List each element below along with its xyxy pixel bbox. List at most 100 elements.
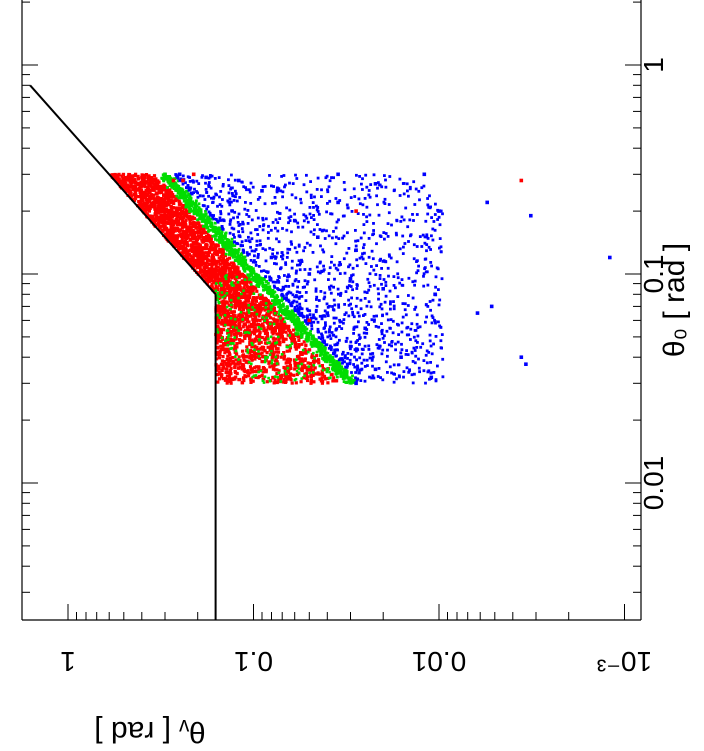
point-blue bbox=[411, 280, 415, 284]
point-green bbox=[236, 252, 240, 255]
point-blue bbox=[288, 208, 292, 212]
point-blue bbox=[377, 297, 380, 301]
point-blue bbox=[278, 212, 282, 215]
point-blue bbox=[341, 361, 344, 365]
point-blue bbox=[256, 255, 260, 258]
point-red bbox=[126, 174, 130, 178]
point-blue bbox=[312, 218, 316, 221]
point-blue bbox=[341, 352, 344, 356]
point-red bbox=[295, 372, 299, 377]
point-blue bbox=[300, 295, 304, 298]
point-red bbox=[191, 240, 195, 244]
point-blue bbox=[254, 264, 258, 267]
point-red bbox=[237, 366, 241, 370]
point-blue bbox=[359, 298, 363, 302]
point-red bbox=[142, 201, 147, 205]
point-green bbox=[189, 199, 192, 203]
point-red bbox=[186, 258, 190, 262]
point-blue bbox=[271, 202, 274, 205]
point-red bbox=[178, 242, 182, 246]
point-green bbox=[338, 369, 342, 373]
point-green bbox=[285, 372, 288, 376]
point-green bbox=[345, 372, 349, 375]
point-red bbox=[242, 294, 246, 298]
point-blue bbox=[403, 242, 407, 245]
point-red bbox=[273, 343, 277, 347]
point-blue bbox=[316, 320, 320, 324]
point-red bbox=[201, 256, 205, 260]
point-blue bbox=[305, 173, 308, 177]
point-red bbox=[223, 296, 227, 300]
point-blue bbox=[329, 284, 333, 288]
point-blue bbox=[422, 272, 426, 276]
point-red bbox=[180, 209, 185, 213]
point-green bbox=[293, 320, 297, 323]
point-red bbox=[221, 256, 226, 260]
point-red bbox=[228, 337, 233, 341]
point-blue bbox=[410, 350, 414, 354]
point-red bbox=[226, 349, 230, 353]
point-green bbox=[164, 177, 168, 181]
point-red bbox=[253, 326, 257, 330]
point-red bbox=[293, 342, 297, 346]
point-blue bbox=[324, 176, 328, 180]
point-green bbox=[215, 238, 219, 242]
point-green bbox=[341, 367, 344, 371]
point-blue bbox=[387, 203, 391, 206]
point-blue bbox=[263, 185, 267, 188]
point-blue bbox=[435, 266, 439, 270]
point-blue bbox=[297, 312, 301, 316]
point-blue bbox=[412, 346, 416, 350]
point-blue bbox=[246, 209, 250, 212]
point-red bbox=[193, 253, 197, 257]
point-red bbox=[210, 282, 214, 286]
point-blue bbox=[438, 237, 442, 240]
point-blue bbox=[241, 230, 245, 234]
point-blue bbox=[425, 235, 429, 239]
point-blue bbox=[424, 353, 428, 357]
point-red bbox=[246, 371, 250, 375]
point-blue bbox=[371, 374, 375, 378]
point-red bbox=[221, 273, 225, 277]
point-blue bbox=[390, 223, 393, 227]
point-blue bbox=[377, 325, 381, 329]
point-red bbox=[304, 351, 308, 355]
point-blue bbox=[217, 176, 221, 179]
point-blue bbox=[381, 336, 385, 340]
point-green bbox=[318, 347, 322, 351]
point-red bbox=[154, 214, 159, 218]
point-blue bbox=[323, 309, 327, 313]
point-blue bbox=[419, 345, 423, 349]
point-red bbox=[231, 266, 235, 270]
point-green bbox=[243, 264, 246, 268]
point-green bbox=[180, 195, 184, 199]
point-red bbox=[127, 173, 132, 177]
point-blue bbox=[237, 230, 240, 234]
point-blue bbox=[211, 215, 215, 219]
point-red bbox=[130, 176, 134, 180]
point-blue bbox=[269, 278, 273, 282]
point-blue bbox=[246, 222, 250, 225]
point-green bbox=[291, 315, 294, 318]
point-red bbox=[205, 246, 209, 250]
point-blue bbox=[354, 239, 357, 243]
point-red bbox=[225, 309, 230, 313]
point-blue bbox=[355, 283, 359, 286]
point-green bbox=[314, 340, 318, 343]
point-blue bbox=[294, 271, 298, 275]
point-green bbox=[166, 186, 169, 189]
point-red bbox=[234, 351, 238, 355]
point-green bbox=[303, 331, 307, 335]
point-red bbox=[300, 342, 304, 346]
point-red bbox=[216, 265, 220, 269]
point-red bbox=[198, 262, 202, 266]
point-blue bbox=[325, 210, 328, 214]
point-red bbox=[201, 236, 205, 240]
point-green bbox=[207, 219, 211, 222]
point-red bbox=[310, 353, 314, 357]
point-red bbox=[247, 294, 252, 298]
point-blue bbox=[327, 278, 330, 281]
point-red bbox=[139, 199, 143, 203]
point-red bbox=[297, 357, 301, 361]
point-red bbox=[238, 361, 242, 365]
